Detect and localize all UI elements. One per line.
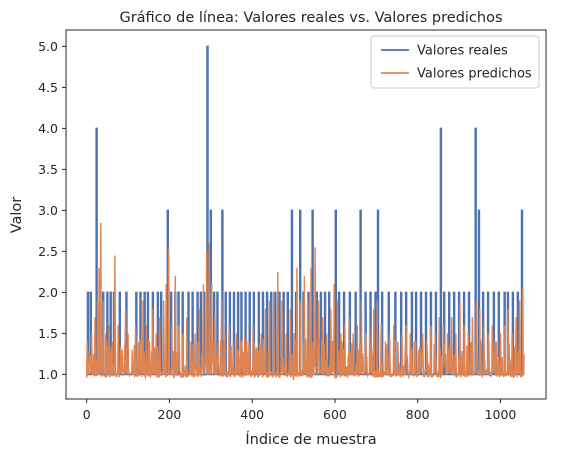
y-tick-label: 3.5 [38, 162, 58, 177]
x-tick-label: 800 [406, 407, 430, 422]
y-axis-label: Valor [9, 197, 25, 234]
series-line-valores-predichos [85, 222, 525, 381]
x-tick-label: 600 [323, 407, 347, 422]
legend-entry: Valores reales [417, 44, 508, 59]
y-tick-label: 3.0 [38, 203, 58, 218]
plot-frame [65, 29, 547, 400]
x-axis-label: Índice de muestra [245, 431, 376, 448]
y-tick-label: 1.5 [38, 326, 58, 341]
legend: Valores reales Valores predichos [370, 35, 540, 89]
series-layer [85, 45, 525, 381]
legend-entry: Valores predichos [417, 67, 532, 82]
x-tick-label: 1000 [485, 407, 517, 422]
x-tick-label: 0 [83, 407, 91, 422]
y-tick-label: 5.0 [38, 39, 58, 54]
x-tick-label: 200 [158, 407, 182, 422]
y-axis-ticks: 1.0 1.5 2.0 2.5 3.0 3.5 4.0 4.5 5.0 [38, 39, 66, 382]
y-tick-label: 1.0 [38, 367, 58, 382]
legend-box [370, 35, 540, 89]
x-axis-ticks: 0 200 400 600 800 1000 [83, 399, 517, 422]
y-tick-label: 2.0 [38, 285, 58, 300]
y-tick-label: 4.5 [38, 80, 58, 95]
x-tick-label: 400 [240, 407, 264, 422]
chart-title: Gráfico de línea: Valores reales vs. Val… [119, 10, 502, 26]
y-tick-label: 2.5 [38, 244, 58, 259]
y-tick-label: 4.0 [38, 121, 58, 136]
